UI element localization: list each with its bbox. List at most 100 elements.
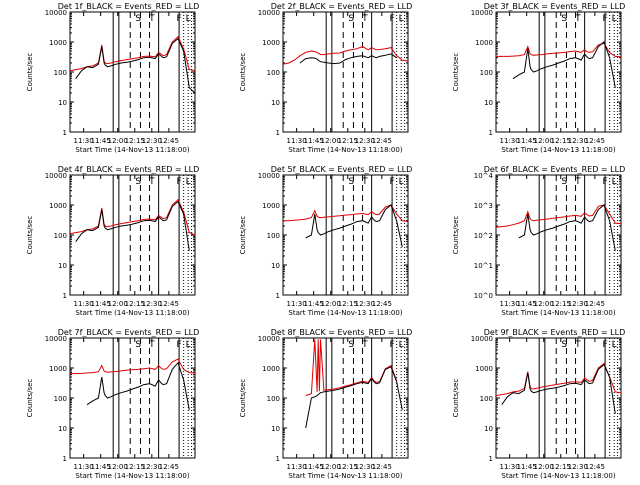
x-tick-label: 12:45: [372, 137, 392, 145]
marker-letter: T: [361, 340, 368, 350]
y-tick-label: 100: [480, 69, 493, 77]
y-tick-label: 10: [271, 262, 280, 270]
marker-letter: F: [176, 14, 181, 24]
x-axis-label: Start Time (14-Nov-13 11:18:00): [501, 472, 615, 480]
x-axis-label: Start Time (14-Nov-13 11:18:00): [75, 309, 189, 317]
series-line-red: [305, 339, 398, 397]
x-tick-label: 12:15: [551, 300, 571, 308]
x-tick-label: 12:00: [534, 463, 554, 471]
y-axis-label: Counts/sec: [26, 216, 34, 255]
x-tick-label: 12:30: [355, 300, 375, 308]
x-axis-label: Start Time (14-Nov-13 11:18:00): [75, 146, 189, 154]
marker-letter: F: [602, 14, 607, 24]
y-tick-label: 10^4: [474, 172, 494, 180]
y-axis-label: Counts/sec: [26, 53, 34, 92]
series-line-red: [496, 42, 622, 58]
y-tick-label: 1000: [49, 39, 67, 47]
panel-3: Det 3f_BLACK = Events_RED = LLD 1 10 100 100…: [452, 2, 625, 154]
panel-6: Det 6f_BLACK = Events_RED = LLD 10^0 10^1 1…: [452, 165, 625, 317]
panel-7: Det 7f_BLACK = Events_RED = LLD 1 10 100 100…: [26, 328, 199, 480]
x-tick-label: 12:00: [321, 463, 341, 471]
y-tick-label: 1: [489, 129, 493, 137]
series-line-black: [299, 53, 397, 65]
plot-frame: [69, 11, 196, 133]
y-tick-label: 1: [276, 455, 280, 463]
marker-letter: F: [176, 340, 181, 350]
x-tick-label: 12:30: [142, 137, 162, 145]
y-tick-label: 10^1: [474, 262, 493, 270]
marker-letter: L: [399, 177, 404, 187]
x-tick-label: 11:30: [287, 300, 307, 308]
plot-frame: [495, 11, 622, 133]
series-line-black: [518, 204, 616, 251]
y-tick-label: 1: [489, 455, 493, 463]
series-line-red: [282, 46, 409, 65]
y-tick-label: 10: [484, 99, 493, 107]
y-tick-label: 100: [267, 395, 280, 403]
series-line-black: [86, 361, 190, 410]
series-line-black: [75, 200, 190, 251]
x-tick-label: 12:15: [338, 463, 358, 471]
y-tick-label: 10^3: [474, 202, 493, 210]
marker-letter: S: [135, 14, 141, 24]
x-tick-label: 11:30: [500, 137, 520, 145]
series-line-red: [69, 35, 196, 72]
y-tick-label: 100: [267, 69, 280, 77]
x-tick-label: 12:45: [159, 463, 179, 471]
x-tick-label: 12:00: [108, 137, 128, 145]
series-line-black: [305, 366, 403, 429]
y-tick-label: 1: [63, 455, 67, 463]
plot-frame: [69, 174, 196, 296]
marker-letter: T: [574, 177, 581, 187]
y-axis-label: Counts/sec: [452, 379, 460, 418]
y-axis-label: Counts/sec: [452, 53, 460, 92]
y-tick-label: 100: [54, 232, 67, 240]
y-tick-label: 10000: [258, 9, 280, 17]
plot-frame: [282, 174, 409, 296]
marker-letter: S: [348, 14, 354, 24]
panel-8: Det 8f_BLACK = Events_RED = LLD 1 10 100 100…: [239, 328, 412, 480]
y-axis-label: Counts/sec: [26, 379, 34, 418]
y-tick-label: 1000: [49, 202, 67, 210]
x-tick-label: 12:00: [321, 300, 341, 308]
x-tick-label: 11:45: [304, 137, 324, 145]
marker-letter: S: [135, 177, 141, 187]
y-tick-label: 10: [271, 99, 280, 107]
x-tick-label: 11:45: [91, 137, 111, 145]
marker-letter: T: [148, 177, 155, 187]
marker-letter: F: [602, 340, 607, 350]
panel-4: Det 4f_BLACK = Events_RED = LLD 1 10 100 100…: [26, 165, 199, 317]
y-tick-label: 1000: [475, 39, 493, 47]
marker-letter: L: [186, 14, 191, 24]
x-tick-label: 12:15: [125, 137, 145, 145]
x-tick-label: 12:15: [125, 463, 145, 471]
marker-letter: L: [186, 177, 191, 187]
y-tick-label: 10000: [45, 335, 67, 343]
x-tick-label: 12:45: [585, 300, 605, 308]
y-tick-label: 10000: [45, 9, 67, 17]
y-tick-label: 10^2: [474, 232, 493, 240]
panel-title: Det 7f_BLACK = Events_RED = LLD: [58, 328, 199, 337]
marker-letter: F: [389, 177, 394, 187]
x-tick-label: 11:45: [517, 300, 537, 308]
marker-letter: T: [148, 14, 155, 24]
y-tick-label: 10000: [471, 335, 493, 343]
x-tick-label: 12:00: [534, 300, 554, 308]
y-tick-label: 100: [54, 395, 67, 403]
marker-letter: L: [186, 340, 191, 350]
x-tick-label: 12:45: [159, 137, 179, 145]
y-tick-label: 10: [271, 425, 280, 433]
x-tick-label: 12:00: [534, 137, 554, 145]
y-tick-label: 1: [276, 129, 280, 137]
marker-letter: L: [612, 177, 617, 187]
marker-letter: S: [561, 340, 567, 350]
x-tick-label: 12:30: [355, 463, 375, 471]
panel-title: Det 1f_BLACK = Events_RED = LLD: [58, 2, 199, 11]
panel-title: Det 2f_BLACK = Events_RED = LLD: [271, 2, 412, 11]
x-tick-label: 12:45: [159, 300, 179, 308]
x-tick-label: 12:45: [585, 463, 605, 471]
y-tick-label: 1000: [262, 39, 280, 47]
x-tick-label: 11:30: [74, 463, 94, 471]
y-axis-label: Counts/sec: [239, 53, 247, 92]
x-tick-label: 12:30: [568, 137, 588, 145]
